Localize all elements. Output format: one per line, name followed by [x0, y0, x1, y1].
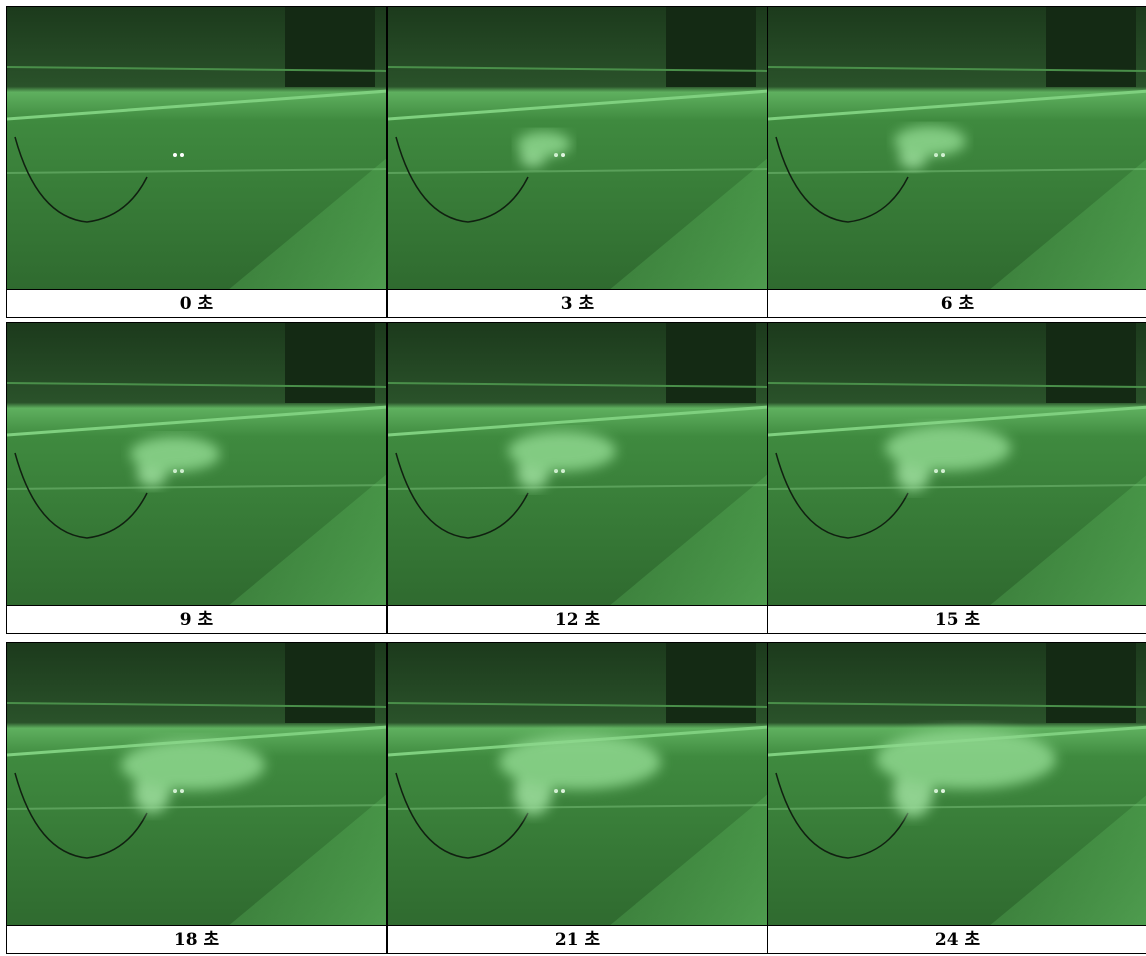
caption: 15 초 — [767, 605, 1146, 634]
caption: 18 초 — [6, 925, 387, 954]
photo — [6, 642, 387, 926]
marker — [561, 153, 565, 157]
marker — [934, 789, 938, 793]
marker — [554, 789, 558, 793]
photo — [767, 642, 1146, 926]
marker — [173, 789, 177, 793]
plume-head — [885, 426, 1011, 471]
plume-head — [121, 740, 265, 790]
photo — [387, 322, 768, 606]
caption: 24 초 — [767, 925, 1146, 954]
caption: 9 초 — [6, 605, 387, 634]
plume-head — [876, 729, 1056, 789]
plume-head — [508, 431, 616, 471]
wall-panel — [285, 7, 375, 87]
wall-panel — [1046, 323, 1136, 403]
photo — [387, 642, 768, 926]
marker — [180, 153, 184, 157]
wall-panel — [1046, 7, 1136, 87]
caption: 0 초 — [6, 289, 387, 318]
plume-head — [499, 735, 661, 790]
wall-panel — [666, 7, 756, 87]
wall-panel — [285, 323, 375, 403]
photo — [6, 6, 387, 290]
caption: 21 초 — [387, 925, 768, 954]
photo — [387, 6, 768, 290]
plume-head — [894, 126, 966, 156]
caption: 6 초 — [767, 289, 1146, 318]
marker — [561, 789, 565, 793]
wall-panel — [666, 643, 756, 723]
wall-panel — [666, 323, 756, 403]
figure-grid: 0 초3 초6 초 9 초12 초15 초 18 초21 초24 초 — [0, 0, 1146, 956]
caption: 12 초 — [387, 605, 768, 634]
wall-panel — [285, 643, 375, 723]
photo — [767, 322, 1146, 606]
caption: 3 초 — [387, 289, 768, 318]
marker — [173, 153, 177, 157]
marker — [941, 789, 945, 793]
plume-head — [517, 132, 571, 157]
wall-panel — [1046, 643, 1136, 723]
photo — [6, 322, 387, 606]
plume-head — [130, 437, 220, 472]
photo — [767, 6, 1146, 290]
